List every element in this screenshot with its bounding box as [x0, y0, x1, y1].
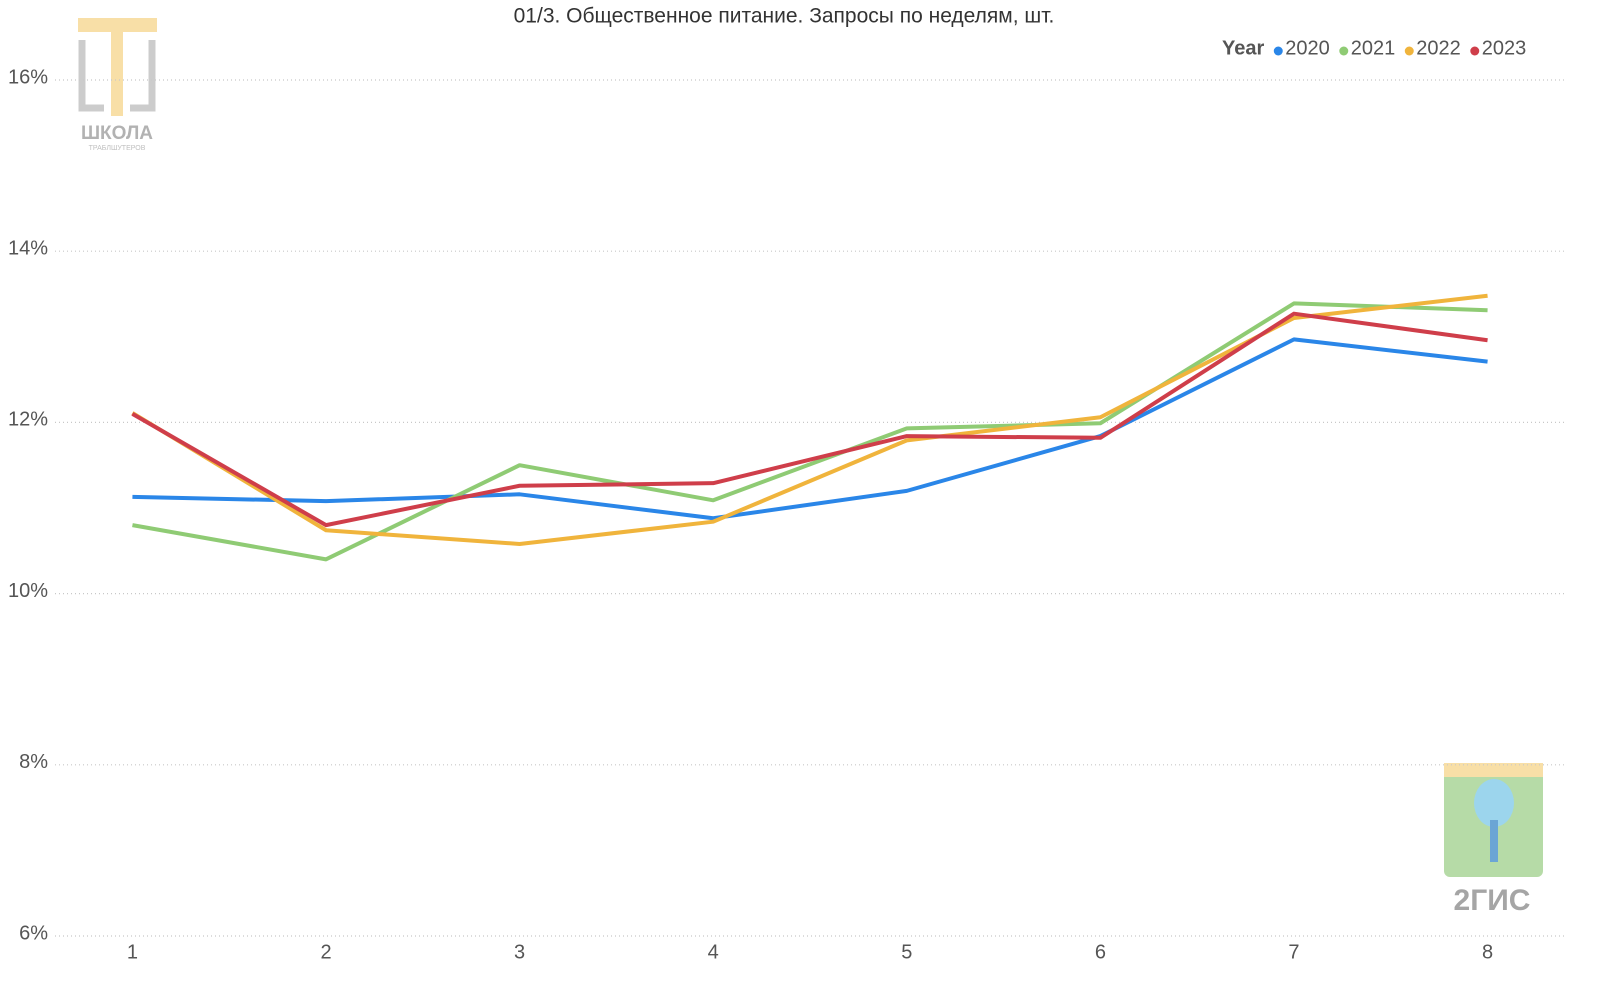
gis-logo: 2ГИС [1444, 763, 1543, 917]
logo-text: ШКОЛА [81, 123, 153, 144]
x-tick-label: 6 [1095, 941, 1106, 963]
legend-label: 2022 [1416, 37, 1461, 59]
school-logo: ШКОЛА ТРАБЛШУТЕРОВ [78, 18, 157, 152]
x-tick-label: 5 [901, 941, 912, 963]
chart-title: 01/3. Общественное питание. Запросы по н… [514, 5, 1055, 28]
series-line [132, 337, 1488, 521]
y-tick-label: 8% [19, 751, 48, 773]
x-tick-label: 4 [708, 941, 719, 963]
y-tick-label: 6% [19, 922, 48, 944]
series-line [131, 311, 1488, 528]
legend-label: 2023 [1482, 37, 1527, 59]
x-tick-label: 7 [1288, 941, 1299, 963]
x-tick-label: 3 [514, 941, 525, 963]
legend-marker [1470, 46, 1480, 56]
legend-marker [1273, 46, 1283, 56]
y-tick-label: 10% [8, 580, 48, 602]
x-tick-label: 2 [320, 941, 331, 963]
legend-marker [1339, 46, 1349, 56]
legend-title: Year [1222, 37, 1264, 59]
series-line [131, 293, 1488, 546]
y-tick-label: 16% [8, 66, 48, 88]
logo-subtext: ТРАБЛШУТЕРОВ [89, 145, 146, 152]
logo-text: 2ГИС [1454, 884, 1531, 917]
x-tick-label: 8 [1482, 941, 1493, 963]
series-line [132, 301, 1488, 562]
legend-label: 2020 [1285, 37, 1330, 59]
legend-marker [1404, 46, 1414, 56]
y-tick-label: 12% [8, 409, 48, 431]
x-tick-label: 1 [127, 941, 138, 963]
legend-label: 2021 [1351, 37, 1396, 59]
y-tick-label: 14% [8, 237, 48, 259]
